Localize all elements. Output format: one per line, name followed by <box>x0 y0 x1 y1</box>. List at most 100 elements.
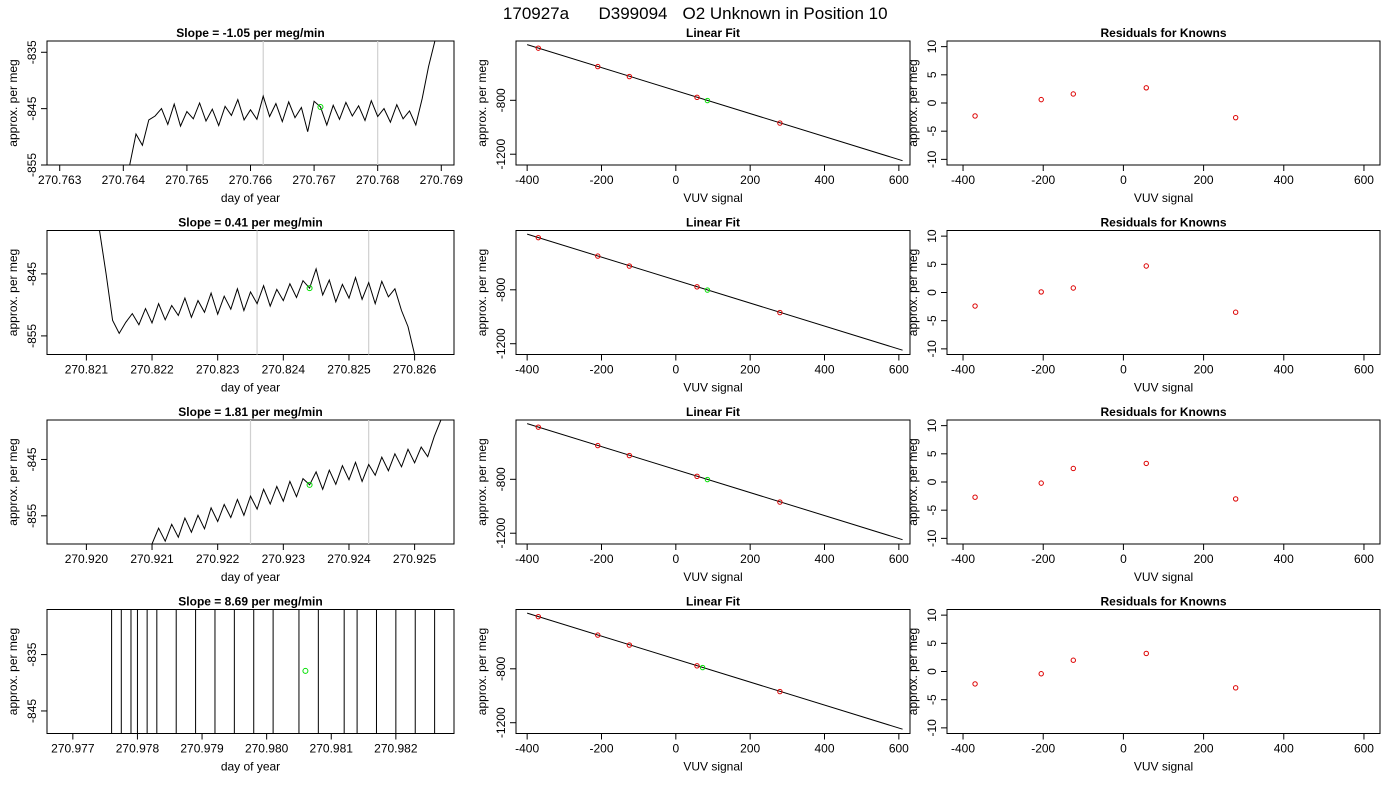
x-tick-label: 200 <box>740 173 760 187</box>
y-tick-label: -5 <box>925 126 939 137</box>
x-tick-label: 270.924 <box>327 552 371 566</box>
plot-area <box>151 420 442 544</box>
residual-point <box>1038 480 1044 486</box>
signal-trace <box>99 230 416 355</box>
signal-trace <box>129 41 436 165</box>
x-tick-label: -400 <box>515 173 539 187</box>
x-tick-label: 270.922 <box>196 552 240 566</box>
residual-point <box>972 494 978 500</box>
signal-trace <box>151 420 442 544</box>
residuals-panel-2: Residuals for Knowns VUV signal approx. pe… <box>906 216 1381 395</box>
time-series-panel-3: Slope = 1.81 per meg/min day of year appro… <box>6 405 455 584</box>
x-tick-label: 600 <box>1354 742 1374 756</box>
x-tick-label: 270.766 <box>229 173 273 187</box>
y-tick-label: -800 <box>494 88 508 112</box>
x-tick-label: 270.769 <box>420 173 464 187</box>
residual-point <box>1143 650 1149 657</box>
residual-point <box>1143 85 1149 91</box>
x-tick-label: -400 <box>515 363 539 377</box>
y-tick-label: 0 <box>925 668 939 675</box>
x-tick-label: 270.981 <box>310 742 354 756</box>
x-tick-label: 270.978 <box>116 742 160 756</box>
y-tick-label: -855 <box>25 324 39 348</box>
x-tick-label: 0 <box>672 363 679 377</box>
known-point <box>694 94 700 101</box>
panel-title: Residuals for Knowns <box>1100 216 1226 230</box>
y-axis-label: approx. per meg <box>906 59 920 146</box>
y-tick-label: 0 <box>925 478 939 485</box>
x-tick-label: 400 <box>814 363 834 377</box>
x-tick-label: -200 <box>1031 552 1055 566</box>
x-tick-label: 0 <box>672 742 679 756</box>
y-tick-label: -800 <box>494 467 508 491</box>
x-tick-label: 200 <box>740 363 760 377</box>
plot-frame <box>46 609 455 734</box>
y-tick-label: -845 <box>25 699 39 723</box>
x-tick-label: 270.825 <box>327 363 371 377</box>
panel-title: Residuals for Knowns <box>1100 405 1226 419</box>
unknown-point <box>699 664 706 671</box>
residual-point <box>1038 671 1044 677</box>
y-axis-label: approx. per meg <box>6 249 20 336</box>
x-tick-label: 400 <box>1274 173 1294 187</box>
unknown-marker <box>306 481 313 488</box>
y-tick-label: -845 <box>25 262 39 286</box>
plot-area <box>972 263 1239 315</box>
x-tick-label: 200 <box>740 742 760 756</box>
y-tick-label: -1200 <box>494 328 508 359</box>
residual-point <box>1232 309 1239 315</box>
panel-grid: Slope = -1.05 per meg/min day of year appr… <box>6 26 1381 774</box>
panel-title: Residuals for Knowns <box>1100 26 1226 40</box>
fit-line <box>527 233 903 351</box>
x-tick-label: 270.923 <box>262 552 306 566</box>
residual-point <box>1038 96 1044 103</box>
x-tick-label: 200 <box>740 552 760 566</box>
x-tick-label: 600 <box>1354 363 1374 377</box>
residual-point <box>972 113 978 119</box>
panel-title: Linear Fit <box>686 26 740 40</box>
known-point <box>626 452 633 459</box>
known-point <box>694 473 700 480</box>
panel-title: Slope = 1.81 per meg/min <box>178 405 322 419</box>
residual-point <box>972 681 978 687</box>
known-point <box>694 284 700 290</box>
known-point <box>535 613 542 620</box>
x-tick-label: -400 <box>951 363 975 377</box>
panel-title: Slope = -1.05 per meg/min <box>176 26 324 40</box>
known-point <box>777 309 783 316</box>
fit-line <box>527 44 903 162</box>
residual-point <box>1070 465 1076 472</box>
x-tick-label: 270.824 <box>262 363 306 377</box>
known-point <box>626 263 633 269</box>
plot-area <box>972 85 1239 121</box>
x-tick-label: 270.977 <box>51 742 95 756</box>
plot-area <box>129 41 436 165</box>
x-axis-label: VUV signal <box>1134 570 1193 584</box>
y-tick-label: -5 <box>925 505 939 516</box>
y-tick-label: -10 <box>925 150 939 168</box>
known-point <box>535 234 542 241</box>
known-point <box>595 632 601 638</box>
x-tick-label: 400 <box>814 742 834 756</box>
y-axis-label: approx. per meg <box>475 628 489 715</box>
y-tick-label: -1200 <box>494 707 508 738</box>
fit-line <box>527 612 903 730</box>
x-axis-label: day of year <box>221 570 280 584</box>
x-tick-label: 200 <box>1194 552 1214 566</box>
x-tick-label: 270.821 <box>65 363 109 377</box>
figure-title-sample: D399094 <box>598 4 667 23</box>
y-tick-label: 10 <box>925 229 939 243</box>
plot-area <box>99 230 416 355</box>
x-tick-label: -200 <box>589 552 613 566</box>
plot-area <box>111 609 454 734</box>
x-tick-label: 0 <box>672 173 679 187</box>
x-tick-label: 0 <box>1120 552 1127 566</box>
x-axis-label: VUV signal <box>1134 191 1193 205</box>
x-tick-label: 200 <box>1194 742 1214 756</box>
y-tick-label: -855 <box>25 503 39 527</box>
plot-area <box>527 233 903 351</box>
residuals-panel-1: Residuals for Knowns VUV signal approx. pe… <box>906 26 1381 205</box>
x-tick-label: 600 <box>1354 173 1374 187</box>
